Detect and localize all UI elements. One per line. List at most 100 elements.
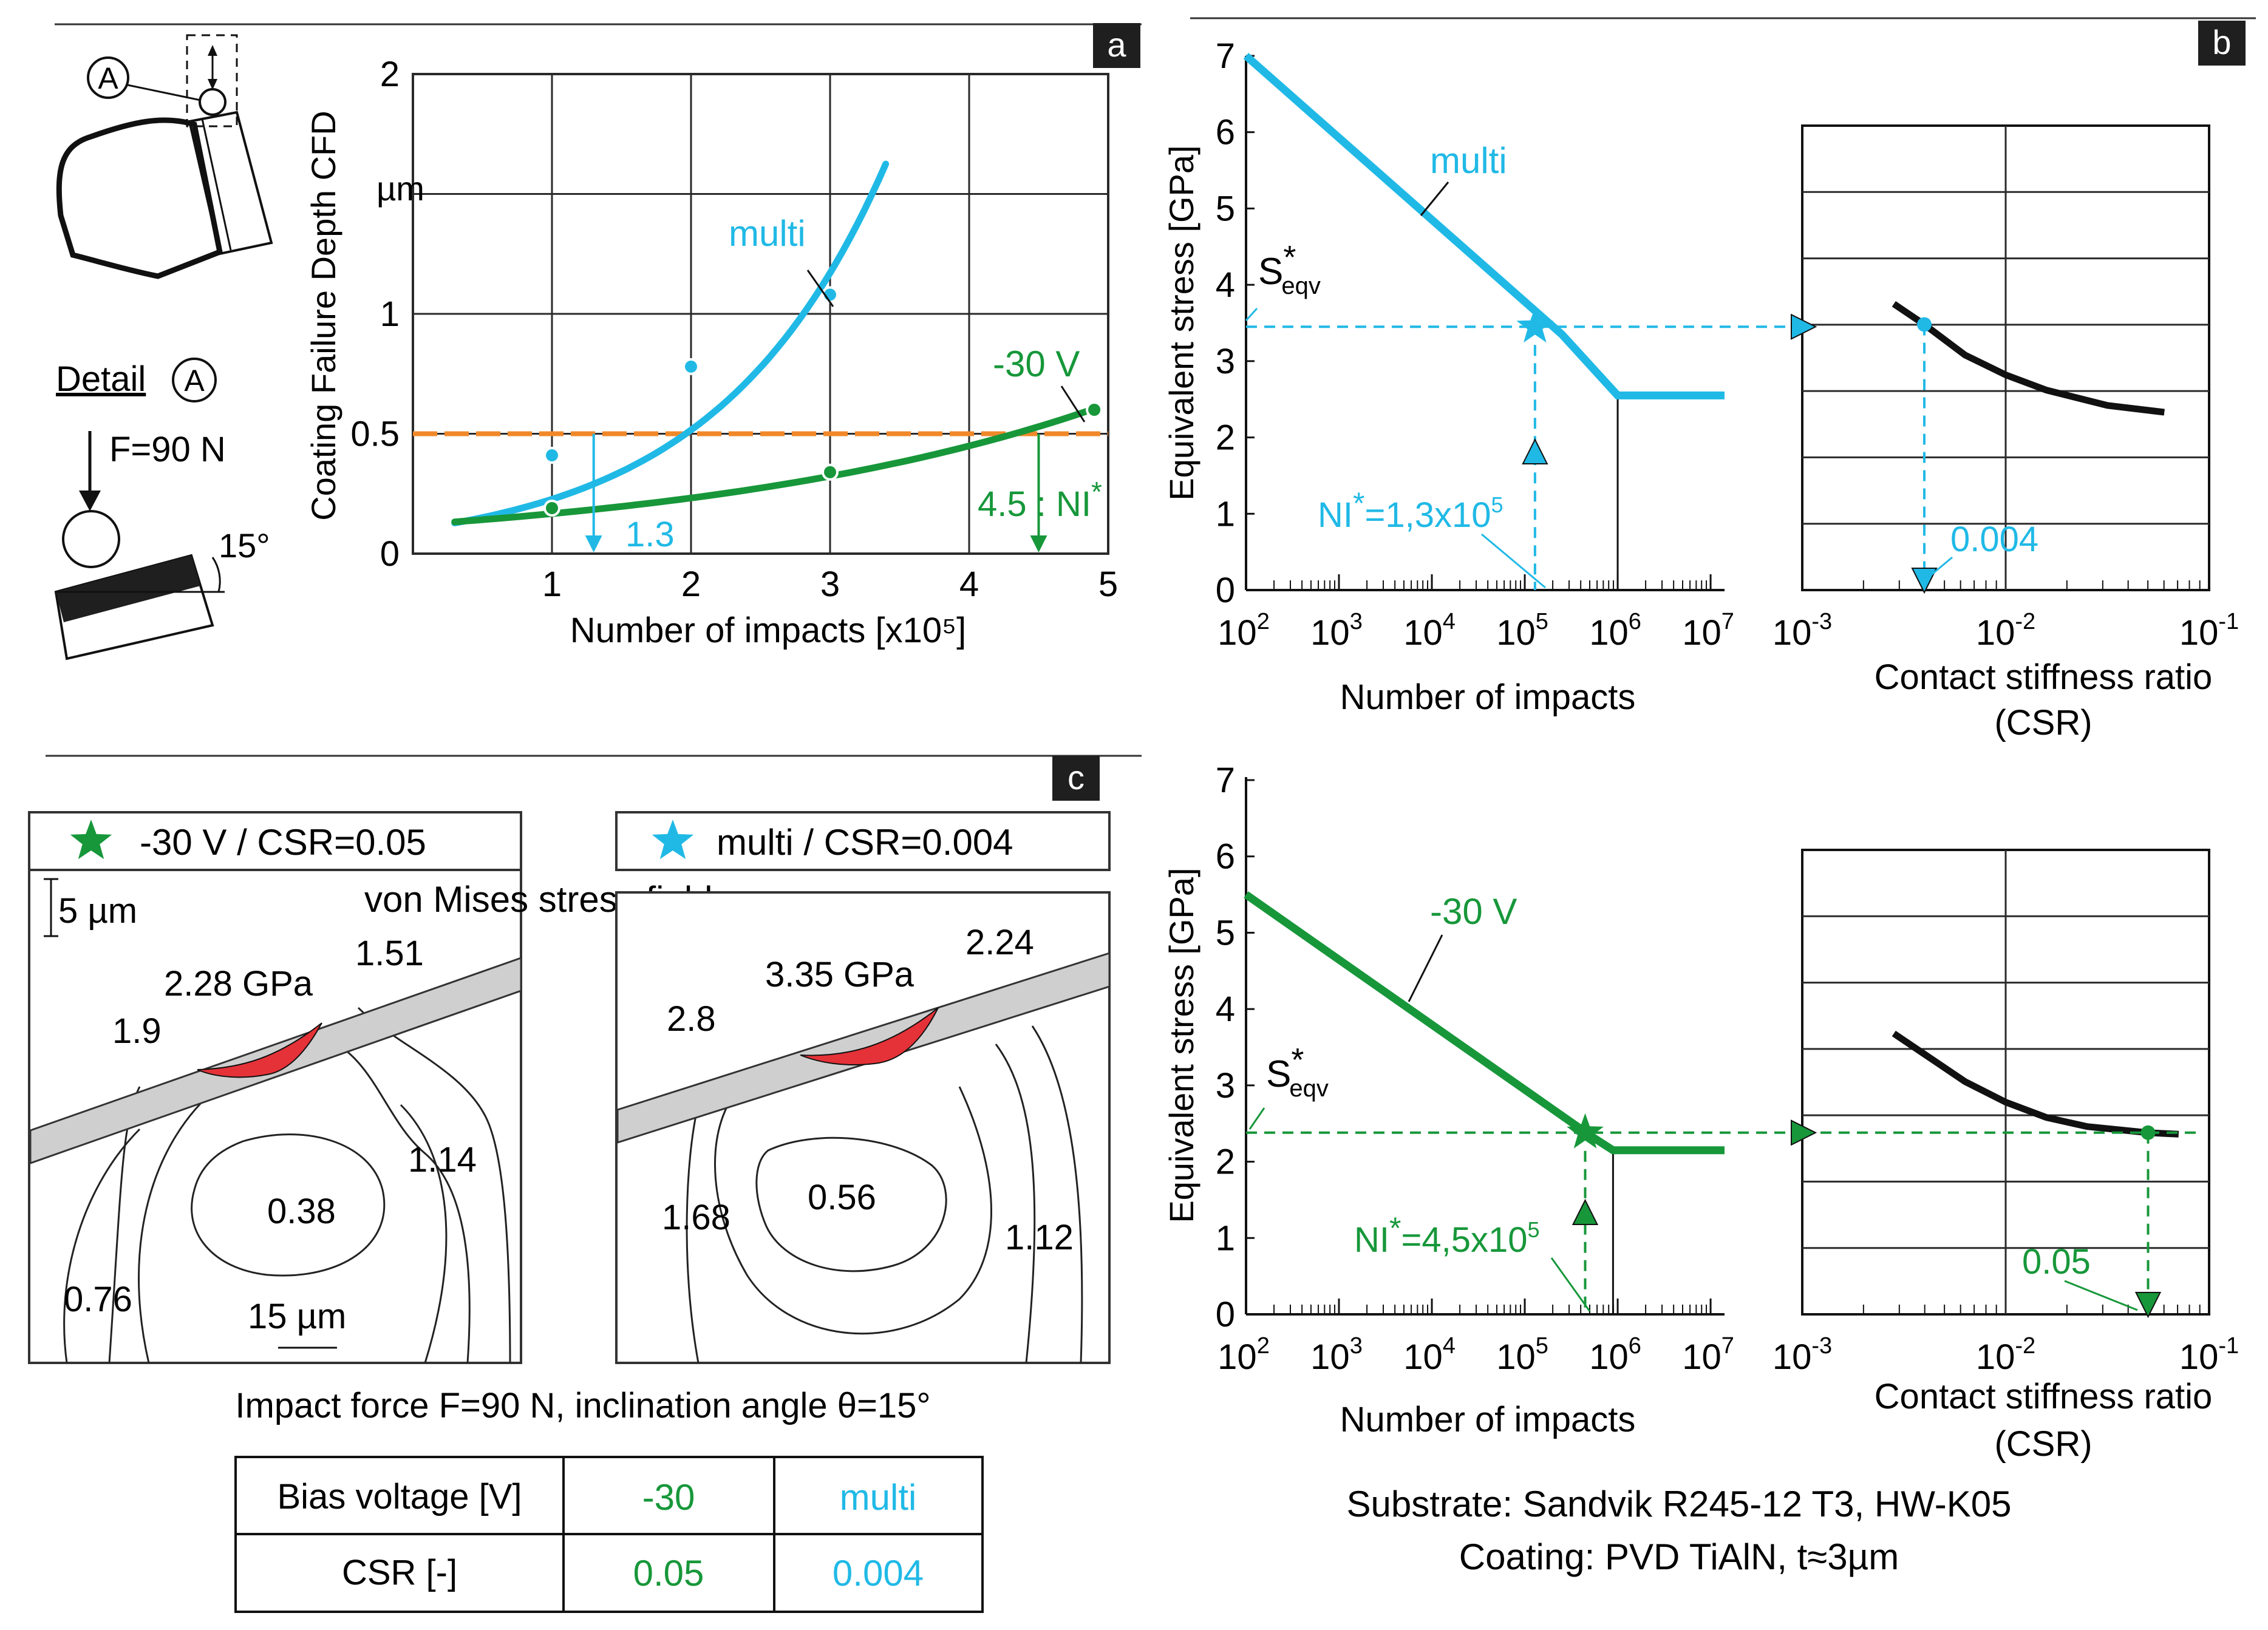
y-tick-label: 2	[1216, 418, 1235, 458]
ni-multi-arrowhead	[585, 535, 602, 552]
x-tick-label: 10-2	[1976, 609, 2035, 653]
x-tick-label: 10-3	[1773, 1333, 1832, 1377]
b-bottom-csr-xlabel: Contact stiffness ratio	[1875, 1377, 2213, 1416]
x-tick-label: 103	[1310, 1333, 1363, 1377]
legend-left-star-icon	[70, 820, 112, 860]
y-tick-label: 4	[1216, 990, 1235, 1029]
x-tick-label: 5	[1098, 565, 1118, 604]
legend-left-text: -30 V / CSR=0.05	[140, 822, 426, 863]
left-label-c: 1.14	[408, 1140, 477, 1180]
impact-ball	[199, 88, 226, 116]
b-top-csr-xticks: 10-3 10-2 10-1	[1773, 580, 2239, 653]
b-top-csr-xlabel2: (CSR)	[1994, 703, 2092, 742]
y-tick-label: 0	[380, 534, 400, 574]
b-top-up-arrow	[1522, 438, 1548, 464]
y-tick-label: 5	[1216, 913, 1235, 953]
circle-a-label: A	[98, 61, 118, 95]
b-top-csr-value: 0.004	[1950, 520, 2038, 559]
b-bottom-csr-xlabel2: (CSR)	[1994, 1424, 2092, 1464]
right-label-d: 0.56	[808, 1178, 876, 1217]
y-tick-label: 2	[380, 55, 400, 94]
x-tick-label: 106	[1589, 609, 1641, 653]
stress-field-caption: Impact force F=90 N, inclination angle θ…	[235, 1386, 930, 1425]
x-tick-label: 102	[1217, 609, 1270, 653]
chart-b-top: 0 1 2 3 4 5 6 7 102 103 104 105 106 107 Equivalent s…	[1162, 36, 1802, 717]
right-peak-label: 3.35 GPa	[765, 955, 914, 994]
multi-data-point	[685, 360, 697, 373]
panel-label-b: b	[2212, 23, 2231, 61]
left-label-d: 0.38	[267, 1192, 336, 1231]
b-top-series-label: multi	[1430, 140, 1507, 181]
panel-label-a: a	[1107, 25, 1126, 64]
legend-right-box	[615, 811, 1111, 871]
detail-box	[186, 34, 238, 127]
x-tick-label: 3	[820, 565, 840, 604]
right-peak-stress-region	[800, 1007, 939, 1066]
table-cell: Bias voltage [V]	[278, 1477, 522, 1516]
coating-note: Coating: PVD TiAlN, t≈3µm	[1459, 1537, 1899, 1577]
x-tick-label: 105	[1496, 609, 1548, 653]
b-bottom-series-leader	[1408, 934, 1443, 1002]
b-bottom-seqv-label: S* eqv	[1266, 1042, 1329, 1102]
b-top-xlabel: Number of impacts	[1340, 677, 1636, 717]
b-bottom-csr-value: 0.05	[2022, 1242, 2091, 1282]
y-tick-label: 3	[1216, 342, 1235, 381]
table-cell: -30	[642, 1477, 695, 1518]
detail-ball	[62, 510, 120, 568]
y-tick-label: 1	[380, 294, 400, 334]
b-bottom-csr-down-arrow	[2134, 1292, 2162, 1319]
b-bottom-series-label: -30 V	[1430, 891, 1517, 932]
y-tick-label: 1	[1216, 1218, 1235, 1258]
table-cell: 0.05	[633, 1553, 704, 1594]
left-peak-stress-region	[197, 1022, 322, 1078]
ball-motion-arrowhead-up	[208, 45, 217, 56]
b-top-sn-curve	[1243, 53, 1725, 399]
b-top-ylabel: Equivalent stress [GPa]	[1162, 145, 1200, 500]
b-bottom-seqv-leader	[1248, 1107, 1265, 1130]
force-label: F=90 N	[109, 430, 226, 469]
b-top-csr-right-arrow	[1791, 313, 1817, 340]
coating-layer	[56, 555, 200, 622]
y-tick-label: 6	[1216, 837, 1235, 877]
b-bottom-csr-point	[2140, 1125, 2156, 1140]
b-bottom-yticks: 0 1 2 3 4 5 6 7	[1216, 761, 1255, 1334]
b-bottom-up-arrow	[1572, 1198, 1599, 1225]
scale-5um-label: 5 µm	[58, 891, 137, 931]
chart-a-unit: µm	[376, 169, 424, 208]
left-peak-label: 2.28 GPa	[164, 964, 313, 1003]
csr-table: Bias voltage [V] -30 multi CSR [-] 0.05 …	[234, 1456, 984, 1613]
b-top-csr-xlabel: Contact stiffness ratio	[1875, 657, 2213, 697]
x-tick-label: 2	[681, 565, 701, 604]
right-label-a: 2.24	[965, 923, 1034, 962]
left-label-e: 0.76	[64, 1280, 132, 1319]
insert-edge	[188, 110, 273, 256]
y-tick-label: 6	[1216, 113, 1235, 152]
x-tick-label: 107	[1682, 609, 1734, 653]
left-label-b: 1.9	[112, 1011, 162, 1051]
b-bottom-star	[1567, 1113, 1604, 1149]
x-tick-label: 10-2	[1976, 1333, 2035, 1377]
milling-insert-body	[56, 117, 223, 279]
b-bottom-sn-curve	[1244, 891, 1725, 1155]
force-arrowhead	[79, 491, 101, 511]
b-top-csr-curve	[1892, 301, 2165, 416]
schematic: A Detail A F=90 N 15°	[54, 34, 273, 660]
b-top-seqv-leader	[1245, 307, 1258, 322]
b-bottom-csr-grid	[1802, 850, 2209, 1314]
right-label-b: 2.8	[667, 999, 716, 1039]
y-tick-label: 2	[1216, 1143, 1235, 1182]
chart-a-yticks: 0 0.5 1 2	[350, 55, 400, 574]
x-tick-label: 104	[1403, 1333, 1456, 1377]
b-bottom-csr-value-leader	[2064, 1280, 2138, 1311]
panel-label-c: c	[1068, 758, 1085, 796]
x-tick-label: 102	[1217, 1333, 1270, 1377]
b-top-csr-grid	[1802, 126, 2209, 590]
chart-b-top-csr: 10-3 10-2 10-1 0.004 Contact stiffness rat…	[1773, 124, 2239, 742]
y-tick-label: 5	[1216, 189, 1235, 228]
detail-circle-a-label: A	[184, 364, 205, 398]
angle-label: 15°	[219, 526, 270, 565]
legend-left-box	[28, 811, 522, 871]
b-bottom-ylabel: Equivalent stress [GPa]	[1162, 868, 1200, 1223]
b-top-ni-leader	[1481, 533, 1546, 589]
